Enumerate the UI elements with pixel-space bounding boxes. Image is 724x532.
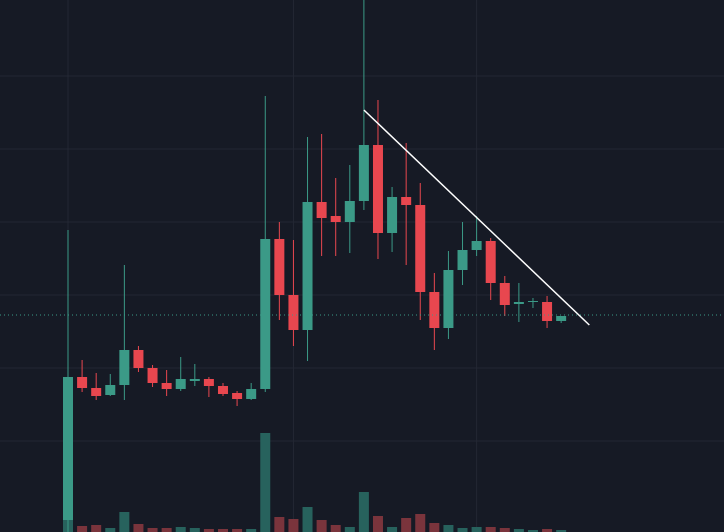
volume-bar [232, 529, 243, 532]
candle-body [175, 379, 186, 389]
volume-bar [485, 527, 496, 532]
candle-body [513, 302, 524, 304]
volume-bar [556, 530, 567, 532]
volume-bar [415, 514, 426, 532]
volume-bar [499, 528, 510, 532]
volume-bar [105, 528, 116, 532]
candle-body [485, 241, 496, 283]
volume-bar [344, 527, 355, 532]
candle-body [401, 197, 412, 205]
volume-bar [358, 492, 369, 532]
candle-body [189, 379, 200, 381]
candle-body [91, 388, 102, 396]
candle-body [302, 202, 313, 330]
candle-body [499, 283, 510, 305]
candle-body [217, 386, 228, 394]
candle-body [133, 350, 144, 368]
volume-bar [91, 525, 102, 532]
volume-bar [542, 529, 553, 532]
candle-body [457, 250, 468, 270]
volume-bar [443, 525, 454, 532]
volume-bar [316, 520, 327, 532]
candle-body [246, 389, 257, 399]
volume-bar [372, 516, 383, 532]
candle-body [372, 145, 383, 233]
candle-body [203, 379, 214, 386]
candle-body [316, 202, 327, 218]
candle-body [429, 292, 440, 328]
candle-body [556, 316, 567, 321]
volume-bar [147, 528, 158, 532]
volume-bar [203, 529, 214, 532]
volume-bar [288, 519, 299, 532]
volume-bar [387, 527, 398, 532]
volume-bar [401, 518, 412, 532]
candle-body [274, 239, 285, 295]
volume-bar [77, 526, 88, 532]
volume-bar [189, 528, 200, 532]
candle-body [161, 383, 172, 389]
volume-bar [330, 525, 341, 532]
candle-body [387, 197, 398, 233]
volume-bar [260, 433, 271, 532]
volume-bar [302, 507, 313, 532]
volume-bar [471, 527, 482, 532]
candle-body [105, 385, 116, 395]
candle-body [358, 145, 369, 201]
candle-body [471, 241, 482, 250]
volume-bar [119, 512, 130, 532]
candle-body [527, 301, 538, 302]
candle-body [288, 295, 299, 330]
candle-body [63, 377, 73, 520]
candle-body [542, 302, 553, 321]
trend-line [363, 109, 590, 326]
volume-bar [457, 528, 468, 532]
volume-bar [429, 523, 440, 532]
candle-body [415, 205, 426, 292]
volume-bar [527, 530, 538, 532]
volume-bar [513, 529, 524, 532]
volume-bar [175, 527, 186, 532]
candle-body [119, 350, 130, 385]
volume-bar [161, 528, 172, 532]
volume-bar [274, 517, 285, 532]
volume-bar [133, 524, 144, 532]
candle-body [77, 377, 88, 388]
volume-bar [246, 529, 257, 532]
candle-body [330, 216, 341, 222]
candle-body [443, 270, 454, 328]
candle-body [260, 239, 271, 389]
candle-body [147, 368, 158, 383]
volume-bar [217, 529, 228, 532]
candle-body [232, 393, 243, 399]
candle-body [344, 201, 355, 222]
